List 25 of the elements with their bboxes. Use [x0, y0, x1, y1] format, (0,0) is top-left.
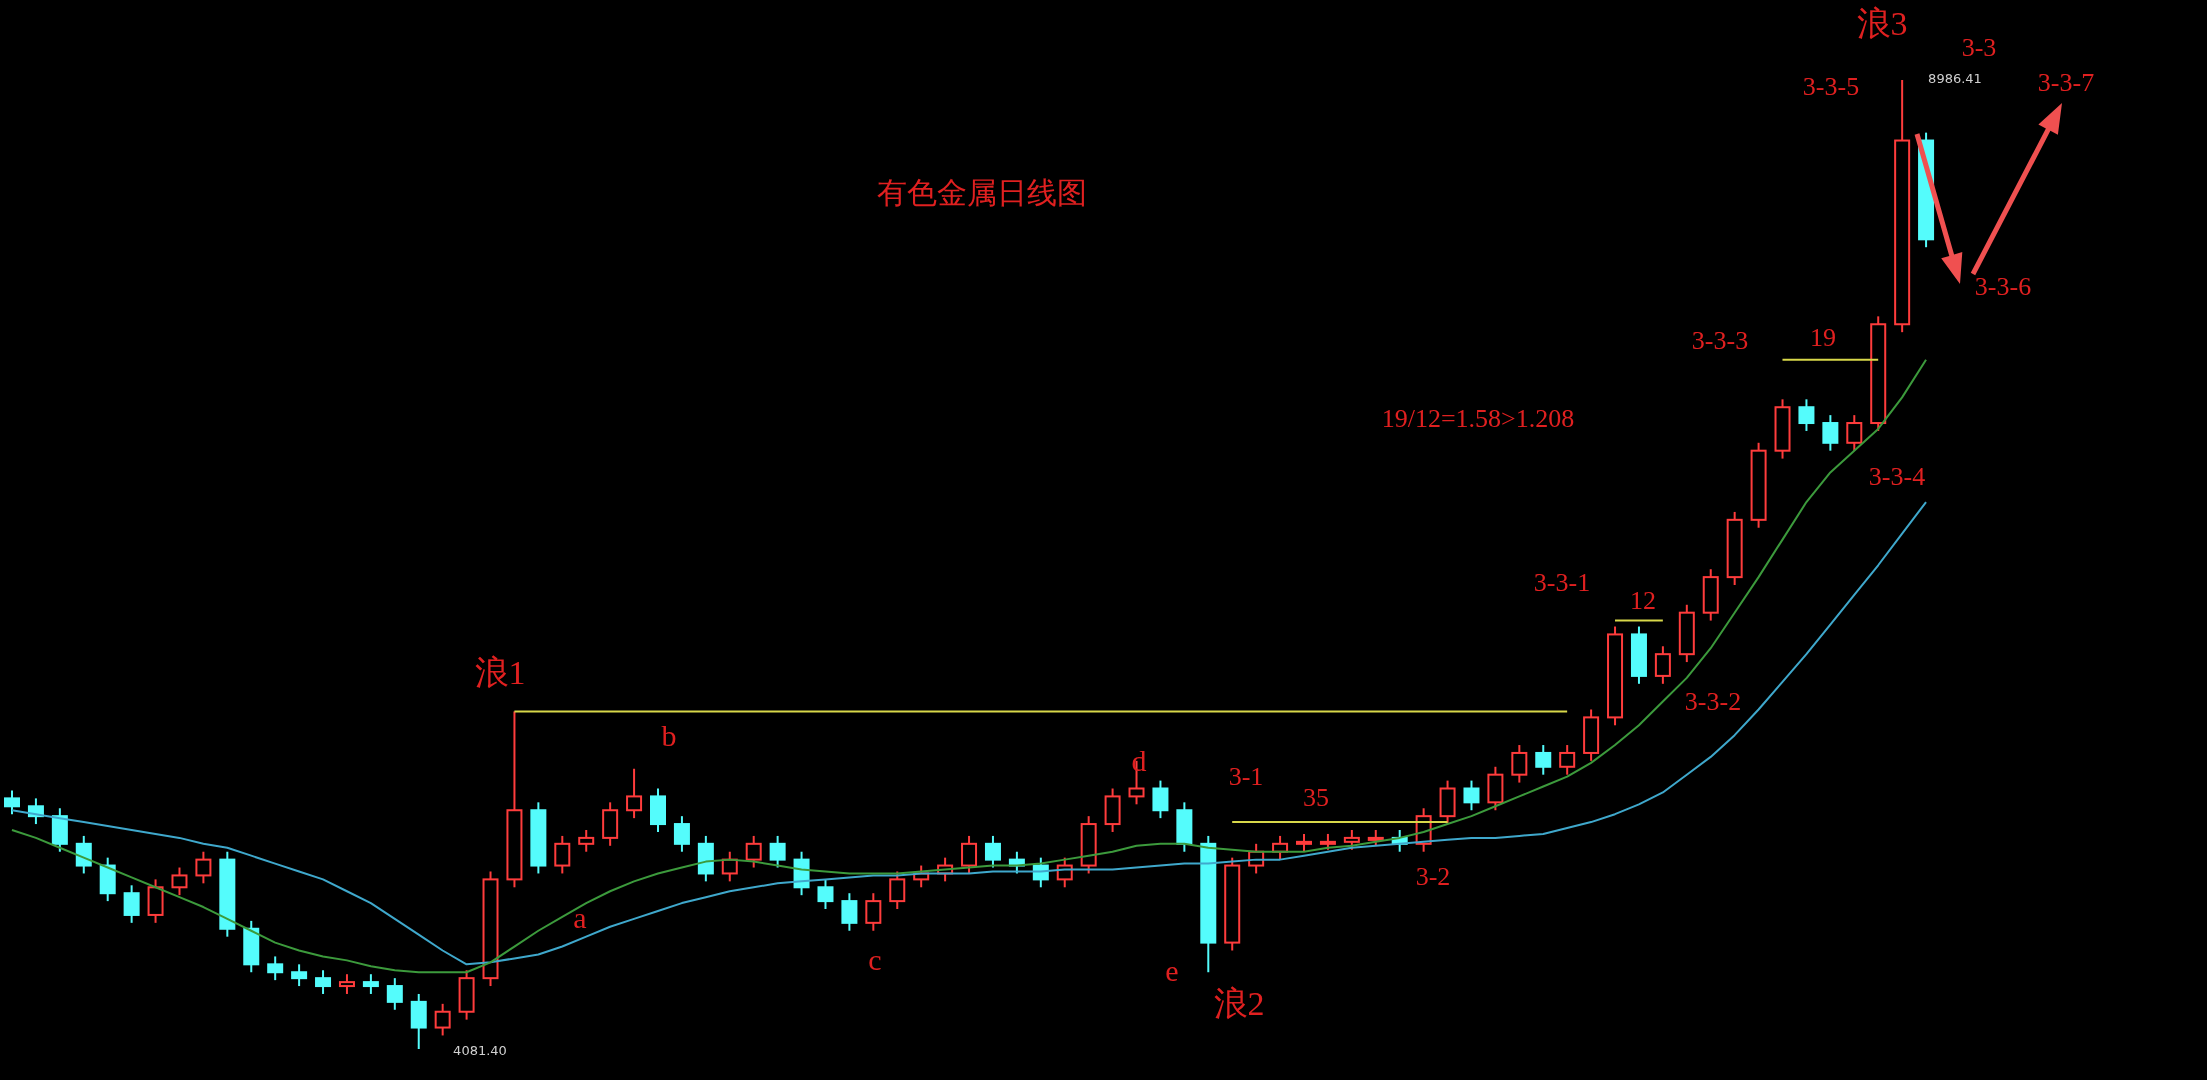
- annotation: 3-3-4: [1868, 462, 1926, 492]
- text: 3-3: [1961, 33, 1997, 63]
- annotation: 3-3-1: [1533, 568, 1591, 598]
- text: 3-3-6: [1974, 272, 2032, 302]
- text: 有色金属日线图: [877, 174, 1087, 211]
- annotation: b: [661, 719, 677, 753]
- text: 3-3-7: [2037, 68, 2095, 98]
- annotation: e: [1165, 954, 1179, 988]
- annotation: 3-3-5: [1802, 72, 1860, 102]
- annotation: 浪2: [1213, 984, 1265, 1024]
- annotation: 8986.41: [1928, 70, 1982, 86]
- annotation: 3-3-3: [1691, 326, 1749, 356]
- annotation: 19: [1810, 323, 1836, 353]
- annotation: 浪1: [474, 653, 526, 693]
- annotation: 3-3-2: [1684, 687, 1742, 717]
- annotation: 3-2: [1415, 862, 1451, 892]
- annotation: 3-1: [1228, 762, 1264, 792]
- text: 浪3: [1856, 4, 1908, 44]
- annotation: 19/12=1.58>1.208: [1381, 404, 1575, 434]
- annotation: 12: [1630, 586, 1656, 616]
- annotation: 35: [1303, 783, 1329, 813]
- annotation: 4081.40: [453, 1042, 507, 1058]
- annotation: d: [1131, 744, 1147, 778]
- annotation: a: [573, 901, 587, 935]
- annotation: c: [868, 943, 882, 977]
